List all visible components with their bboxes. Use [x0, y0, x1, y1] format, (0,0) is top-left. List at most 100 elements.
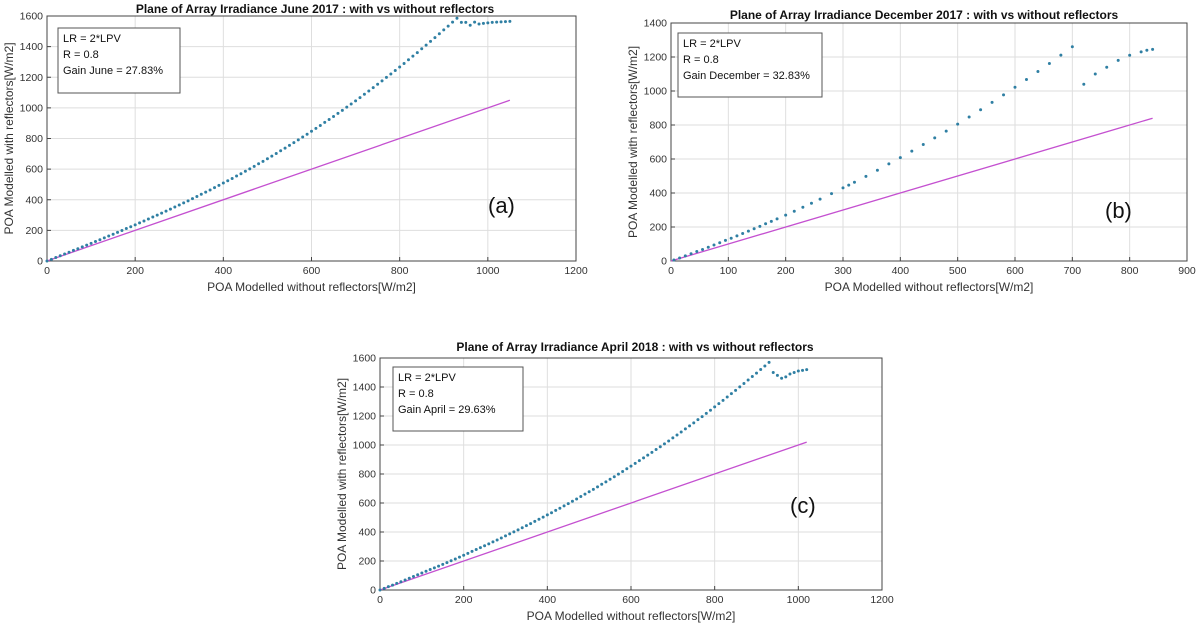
- data-point: [792, 209, 796, 213]
- data-point: [63, 252, 67, 256]
- data-point: [830, 192, 834, 196]
- data-point: [449, 559, 453, 563]
- data-point: [508, 19, 512, 23]
- data-point: [429, 39, 433, 43]
- data-point: [537, 517, 541, 521]
- data-point: [402, 61, 406, 65]
- data-point: [411, 575, 415, 579]
- data-point: [85, 243, 89, 247]
- data-point: [310, 129, 313, 133]
- data-point: [604, 480, 608, 484]
- data-point: [562, 504, 566, 508]
- data-point: [629, 464, 633, 468]
- data-point: [898, 156, 902, 160]
- chart-panel-a: Plane of Array Irradiance June 2017 : wi…: [0, 0, 600, 300]
- data-point: [672, 258, 676, 262]
- data-point: [420, 571, 424, 575]
- data-point: [173, 205, 177, 209]
- data-point: [700, 415, 704, 419]
- data-point: [746, 229, 750, 233]
- x-tick-label: 1200: [870, 594, 894, 606]
- data-point: [398, 65, 402, 69]
- data-point: [120, 229, 124, 233]
- data-point: [516, 528, 520, 532]
- data-point: [168, 207, 172, 211]
- annotation-text: LR = 2*LPV: [63, 33, 121, 45]
- annotation-text: Gain December = 32.83%: [683, 70, 810, 82]
- data-point: [354, 99, 358, 103]
- y-axis-label: POA Modelled with reflectors[W/m2]: [626, 46, 640, 238]
- data-point: [177, 203, 181, 207]
- data-point: [466, 551, 470, 555]
- data-point: [487, 542, 491, 546]
- data-point: [1024, 77, 1028, 81]
- data-point: [437, 32, 441, 36]
- x-tick-label: 400: [539, 594, 557, 606]
- data-point: [875, 168, 879, 172]
- data-point: [729, 236, 733, 240]
- data-point: [554, 508, 558, 512]
- data-point: [723, 238, 727, 242]
- data-point: [318, 123, 322, 127]
- data-point: [80, 245, 84, 249]
- y-tick-label: 800: [25, 133, 43, 145]
- data-point: [442, 28, 446, 32]
- data-point: [801, 368, 805, 372]
- data-point: [706, 245, 710, 249]
- data-point: [852, 180, 856, 184]
- data-point: [512, 530, 516, 534]
- data-point: [600, 482, 604, 486]
- data-point: [71, 248, 75, 252]
- data-point: [616, 472, 620, 476]
- data-point: [1070, 45, 1074, 49]
- data-point: [738, 385, 742, 389]
- data-point: [160, 211, 164, 215]
- data-point: [579, 494, 583, 498]
- data-point: [301, 135, 305, 139]
- chart-title: Plane of Array Irradiance April 2018 : w…: [456, 340, 814, 354]
- data-point: [591, 487, 595, 491]
- data-point: [642, 456, 646, 460]
- y-tick-label: 200: [358, 556, 376, 568]
- y-tick-label: 1600: [353, 353, 377, 365]
- data-point: [107, 234, 111, 238]
- data-point: [464, 20, 468, 24]
- x-tick-label: 200: [777, 265, 795, 277]
- data-point: [217, 183, 221, 187]
- data-point: [287, 143, 291, 147]
- data-point: [279, 149, 283, 153]
- data-point: [683, 254, 687, 258]
- data-point: [545, 513, 549, 517]
- data-point: [146, 217, 150, 221]
- data-point: [58, 254, 62, 258]
- x-tick-label: 400: [215, 265, 233, 277]
- data-point: [752, 227, 756, 231]
- x-tick-label: 600: [303, 265, 321, 277]
- annotation-text: LR = 2*LPV: [683, 38, 741, 50]
- y-axis-label: POA Modelled with reflectors[W/m2]: [2, 42, 16, 234]
- data-point: [432, 566, 436, 570]
- data-point: [195, 195, 199, 199]
- data-point: [784, 375, 788, 379]
- chart-title: Plane of Array Irradiance December 2017 …: [729, 8, 1119, 22]
- x-tick-label: 900: [1178, 265, 1196, 277]
- y-tick-label: 0: [37, 256, 43, 268]
- data-point: [1082, 82, 1086, 86]
- data-point: [478, 546, 482, 550]
- y-tick-label: 1200: [353, 411, 377, 423]
- reference-line: [379, 441, 807, 591]
- panel-label: (c): [790, 493, 816, 518]
- data-point: [424, 569, 428, 573]
- data-point: [416, 573, 420, 577]
- data-point: [678, 256, 682, 260]
- x-tick-label: 300: [834, 265, 852, 277]
- data-point: [944, 129, 948, 133]
- x-tick-label: 100: [720, 265, 738, 277]
- data-point: [755, 371, 758, 375]
- x-tick-label: 800: [391, 265, 409, 277]
- data-point: [393, 69, 397, 73]
- data-point: [713, 405, 717, 409]
- data-point: [473, 20, 477, 24]
- data-point: [499, 536, 503, 540]
- y-tick-label: 1000: [644, 86, 668, 98]
